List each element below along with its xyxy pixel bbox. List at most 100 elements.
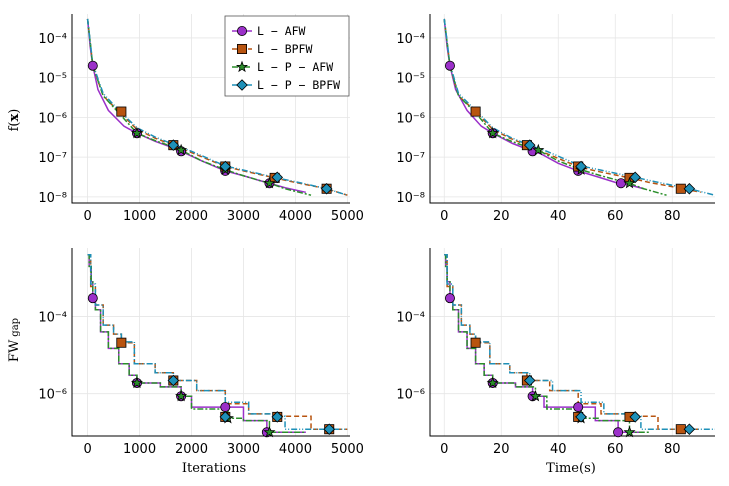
y-tick-label: 10⁻⁸	[38, 191, 67, 206]
x-tick-label: 2000	[175, 209, 208, 224]
series-line-diamond	[87, 254, 348, 430]
x-tick-label: 20	[493, 209, 510, 224]
y-tick-label: 10⁻⁷	[396, 151, 425, 166]
x-axis-label-time: Time(s)	[546, 461, 596, 476]
legend-entry: L − AFW	[232, 24, 306, 38]
x-tick-label: 60	[607, 209, 624, 224]
series-marker-diamond	[271, 171, 284, 184]
x-tick-label: 0	[83, 442, 91, 457]
panel-fw-gap-vs-time: 0 20 40 60 80 10⁻⁶ 10⁻⁴	[396, 248, 715, 457]
x-tick-label: 60	[607, 442, 624, 457]
panel-objective-vs-time: 0 20 40 60 80 10⁻⁸ 10⁻⁷ 10⁻⁶ 10⁻⁵ 10⁻⁴	[396, 14, 716, 224]
series-marker-star	[486, 126, 499, 139]
x-tick-label: 0	[83, 209, 91, 224]
series-markers	[167, 374, 335, 435]
series-marker-star	[235, 60, 249, 73]
x-tick-label: 5000	[331, 209, 364, 224]
legend: L − AFW L − BPFW L − P − AFW L − P − BPFW	[224, 15, 350, 97]
series-marker-diamond	[575, 160, 587, 173]
legend-entry: L − P − BPFW	[232, 78, 340, 92]
y-tick-label: 10⁻⁶	[396, 388, 425, 403]
series-marker-star	[623, 425, 636, 438]
x-tick-label: 1000	[123, 442, 156, 457]
series-marker-circle	[444, 60, 455, 71]
series-marker-circle	[615, 178, 626, 189]
series-marker-star	[263, 176, 276, 189]
series-marker-star	[529, 389, 542, 402]
y-tick-label: 10⁻⁷	[38, 151, 67, 166]
series-marker-star	[175, 389, 188, 402]
y-axis-label-fw-gap: FWgap	[7, 318, 22, 362]
series-markers	[523, 139, 696, 195]
legend-label: L − P − BPFW	[257, 78, 340, 92]
y-tick-label: 10⁻⁴	[396, 32, 425, 47]
series-marker-diamond	[575, 411, 587, 423]
legend-label: L − AFW	[257, 24, 306, 38]
y-tick-label: 10⁻⁴	[38, 311, 67, 326]
axis-spines	[429, 14, 715, 204]
series-marker-star	[486, 376, 499, 389]
legend-label: L − BPFW	[257, 42, 312, 56]
series-lines	[87, 254, 348, 434]
x-tick-label: 80	[664, 442, 681, 457]
series-marker-circle	[613, 427, 624, 438]
series-marker-star	[532, 143, 545, 156]
series-markers	[444, 293, 624, 438]
panel-objective-vs-iterations: 0 1000 2000 3000 4000 5000 10⁻⁸ 10⁻⁷ 10⁻⁶ 10⁻⁵ 10⁻…	[38, 14, 364, 224]
y-tick-label: 10⁻⁸	[396, 191, 425, 206]
series-marker-circle	[87, 293, 98, 304]
x-tick-label: 3000	[227, 209, 260, 224]
series-marker-circle	[87, 60, 98, 71]
legend-entry: L − BPFW	[232, 42, 312, 56]
series-marker-star	[623, 176, 636, 189]
series-marker-square	[116, 106, 127, 117]
series-line-square	[443, 18, 701, 194]
series-marker-diamond	[219, 160, 232, 173]
y-tick-label: 10⁻⁶	[38, 111, 67, 126]
y-tick-label: 10⁻⁴	[396, 311, 425, 326]
axis-spines	[71, 14, 350, 204]
series-marker-diamond	[167, 139, 180, 151]
series-marker-star	[263, 425, 276, 438]
x-tick-label: 1000	[123, 209, 156, 224]
x-tick-label: 40	[550, 209, 567, 224]
y-tick-label: 10⁻⁵	[38, 72, 67, 87]
series-line-square	[444, 254, 701, 430]
series-line-square	[86, 18, 348, 196]
y-axis-label-objective: f(x)	[7, 109, 22, 132]
x-tick-label: 4000	[279, 209, 312, 224]
series-marker-diamond	[271, 411, 284, 423]
x-tick-label: 0	[440, 442, 448, 457]
series-marker-diamond	[629, 171, 641, 184]
series-marker-circle	[236, 25, 247, 36]
series-marker-diamond	[167, 374, 180, 387]
axis-spines	[71, 248, 350, 437]
series-markers	[167, 139, 333, 195]
series-marker-square	[236, 44, 247, 55]
series-marker-circle	[573, 402, 584, 413]
series-marker-diamond	[219, 411, 232, 423]
x-tick-label: 40	[550, 442, 567, 457]
series-marker-diamond	[523, 374, 536, 387]
panel-fw-gap-vs-iterations: 0 1000 2000 3000 4000 5000 10⁻⁶ 10⁻⁴	[38, 248, 364, 457]
x-tick-label: 4000	[279, 442, 312, 457]
series-marker-square	[470, 337, 481, 348]
y-tick-label: 10⁻⁶	[396, 111, 425, 126]
series-markers	[116, 106, 332, 194]
y-tick-label: 10⁻⁵	[396, 72, 425, 87]
series-marker-diamond	[683, 423, 696, 435]
legend-label: L − P − AFW	[257, 60, 333, 74]
series-marker-star	[130, 376, 143, 389]
y-tick-label: 10⁻⁶	[38, 388, 67, 403]
series-markers	[444, 60, 626, 189]
x-tick-label: 2000	[175, 442, 208, 457]
legend-entry: L − P − AFW	[232, 60, 333, 74]
series-marker-circle	[444, 293, 455, 304]
x-tick-label: 20	[493, 442, 510, 457]
x-axis-label-iterations: Iterations	[182, 461, 246, 476]
series-marker-diamond	[236, 79, 248, 91]
series-marker-circle	[220, 402, 231, 413]
x-tick-label: 3000	[227, 442, 260, 457]
x-tick-label: 5000	[331, 442, 364, 457]
